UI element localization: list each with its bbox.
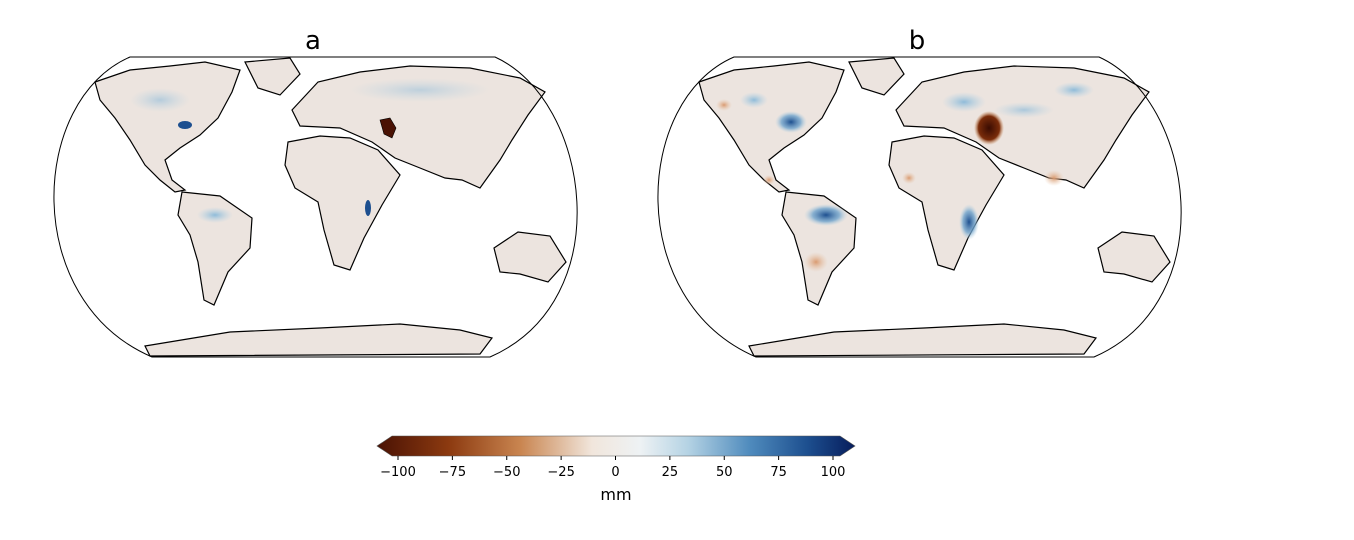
colorbar-tick-label: 25 (662, 465, 679, 480)
panel-title-a: a (305, 26, 321, 56)
colorbar: −100 −75 −50 −25 0 25 50 75 100 mm (376, 435, 856, 504)
colorbar-label: mm (600, 485, 631, 504)
panel-title-b: b (909, 26, 926, 56)
map-frame-b (657, 56, 1182, 358)
colorbar-tick-label: −75 (439, 465, 466, 480)
map-panel-a: a (53, 26, 578, 358)
colorbar-bar (376, 435, 856, 457)
colorbar-tick-label: 100 (821, 465, 846, 480)
anomaly-marks-a (130, 78, 490, 223)
map-frame-a (53, 56, 578, 358)
continents-b (698, 57, 1171, 357)
colorbar-tick-label: −50 (493, 465, 520, 480)
colorbar-tick-label: 0 (611, 465, 619, 480)
colorbar-tick-label: 75 (770, 465, 787, 480)
colorbar-tick-label: −100 (380, 465, 416, 480)
colorbar-tick-label: 50 (716, 465, 733, 480)
colorbar-tick-label: −25 (547, 465, 574, 480)
anomaly-marks-b (716, 82, 1094, 272)
map-panel-b: b (657, 26, 1182, 358)
